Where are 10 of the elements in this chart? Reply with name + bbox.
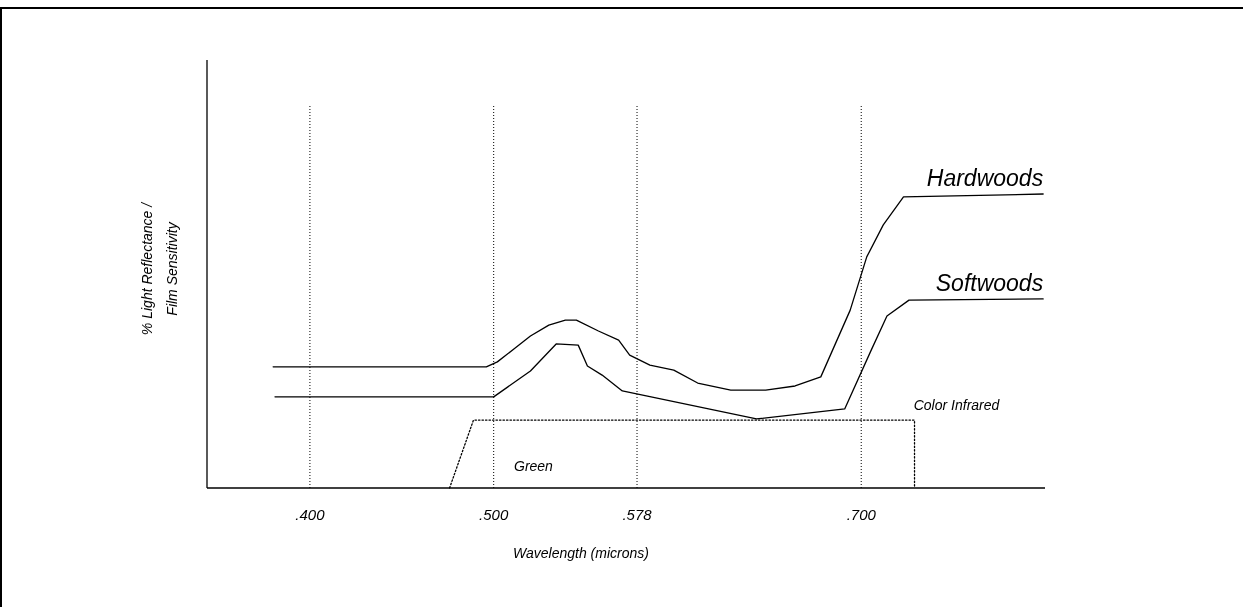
annotation: Color Infrared — [913, 397, 1001, 414]
x-tick-label: .700 — [846, 506, 877, 523]
series-label: Hardwoods — [926, 165, 1044, 191]
x-tick-label: .500 — [479, 506, 509, 523]
x-tick-label: .400 — [295, 506, 326, 523]
x-axis-title: Wavelength (microns) — [513, 545, 649, 561]
annotation: Green — [514, 458, 554, 474]
y-axis-title: % Light Reflectance / Film Sensitivity — [139, 200, 180, 336]
series-label: Softwoods — [935, 269, 1044, 296]
x-tick-label: .578 — [622, 506, 653, 523]
